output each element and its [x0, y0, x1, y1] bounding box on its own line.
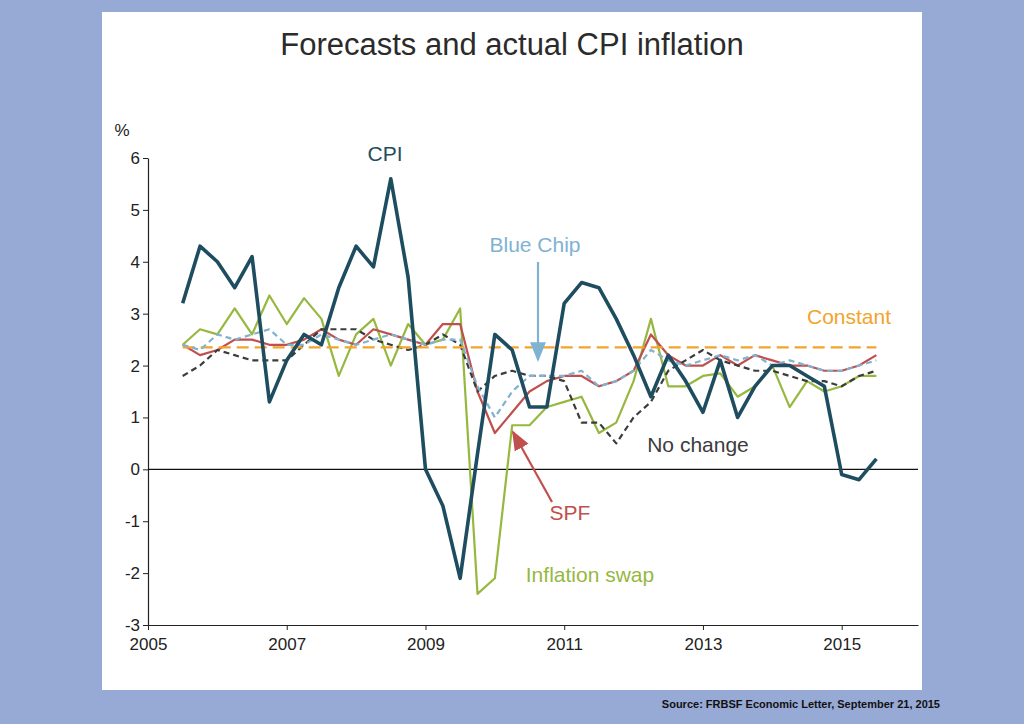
y-tick-mark [143, 314, 148, 315]
y-tick-label: 3 [131, 305, 140, 324]
y-axis: -3 -2 -1 0 1 2 3 4 5 6 [125, 149, 149, 635]
x-tick-label: 2007 [268, 635, 306, 654]
y-axis-line [148, 159, 149, 626]
title: Forecasts and actual CPI inflation [280, 27, 744, 62]
y-tick-mark [143, 469, 148, 470]
y-tick-label: -1 [125, 512, 140, 531]
x-tick-mark [148, 625, 149, 630]
y-tick-mark [143, 158, 148, 159]
x-tick-mark [287, 625, 288, 630]
series-label: Blue Chip [489, 233, 580, 256]
panel [102, 12, 922, 690]
x-tick-label: 2005 [130, 635, 168, 654]
x-tick-label: 2009 [407, 635, 445, 654]
x-tick-mark [703, 625, 704, 630]
x-tick-label: 2013 [685, 635, 723, 654]
chart-container: Forecasts and actual CPI inflation Source… [0, 0, 1024, 724]
y-tick-mark [143, 521, 148, 522]
series-label: Constant [807, 305, 891, 328]
chart-svg: Forecasts and actual CPI inflation Source… [0, 0, 1024, 724]
x-tick-mark [425, 625, 426, 630]
y-tick-mark [143, 417, 148, 418]
y-tick-mark [143, 366, 148, 367]
series-label: CPI [367, 142, 402, 165]
series-line [183, 179, 877, 579]
y-tick: 1 [131, 408, 148, 427]
x-tick: 2009 [407, 625, 445, 654]
x-tick-label: 2011 [546, 635, 583, 654]
y-tick: -2 [125, 564, 148, 583]
y-tick-mark [143, 573, 148, 574]
x-tick: 2005 [130, 625, 168, 654]
y-tick: 4 [131, 253, 148, 272]
y-tick: -3 [125, 616, 148, 635]
y-tick-label: -2 [125, 564, 140, 583]
y-tick-label: -3 [125, 616, 140, 635]
y-tick-label: 1 [131, 408, 140, 427]
y-tick-label: 2 [131, 356, 140, 375]
x-tick-label: 2015 [823, 635, 861, 654]
y-tick: 5 [131, 201, 148, 220]
x-axis: 2005 2007 2009 2011 2013 2015 [130, 625, 919, 654]
x-tick: 2007 [268, 625, 306, 654]
y-tick-label: 5 [131, 201, 140, 220]
y-tick-label: 0 [131, 460, 140, 479]
x-tick-mark [564, 625, 565, 630]
y-tick-mark [143, 262, 148, 263]
y-tick: 3 [131, 305, 148, 324]
y-tick: -1 [125, 512, 148, 531]
x-axis-line [149, 625, 919, 626]
series-labels: CPI Blue Chip Constant No change SPF Inflatio… [367, 142, 891, 586]
x-tick: 2013 [685, 625, 723, 654]
plot-area [183, 179, 877, 594]
series-line [183, 346, 877, 348]
y-tick-label: 4 [131, 253, 140, 272]
x-tick-mark [842, 625, 843, 630]
series-line [183, 296, 877, 594]
y-tick-mark [143, 625, 148, 626]
series-line [183, 329, 877, 443]
series-line [183, 324, 877, 433]
series-label: SPF [550, 501, 591, 524]
x-tick: 2015 [823, 625, 861, 654]
x-tick: 2011 [546, 625, 583, 654]
y-axis-label: % [114, 121, 129, 140]
y-tick: 2 [131, 356, 148, 375]
y-tick-label: 6 [131, 149, 140, 168]
y-tick-mark [143, 210, 148, 211]
y-tick: 0 [131, 460, 148, 479]
y-tick: 6 [131, 149, 148, 168]
series-label: No change [647, 433, 749, 456]
source: Source: FRBSF Economic Letter, September… [662, 698, 940, 710]
series-label: Inflation swap [526, 563, 654, 586]
arrow [537, 262, 539, 360]
arrow [513, 432, 552, 502]
